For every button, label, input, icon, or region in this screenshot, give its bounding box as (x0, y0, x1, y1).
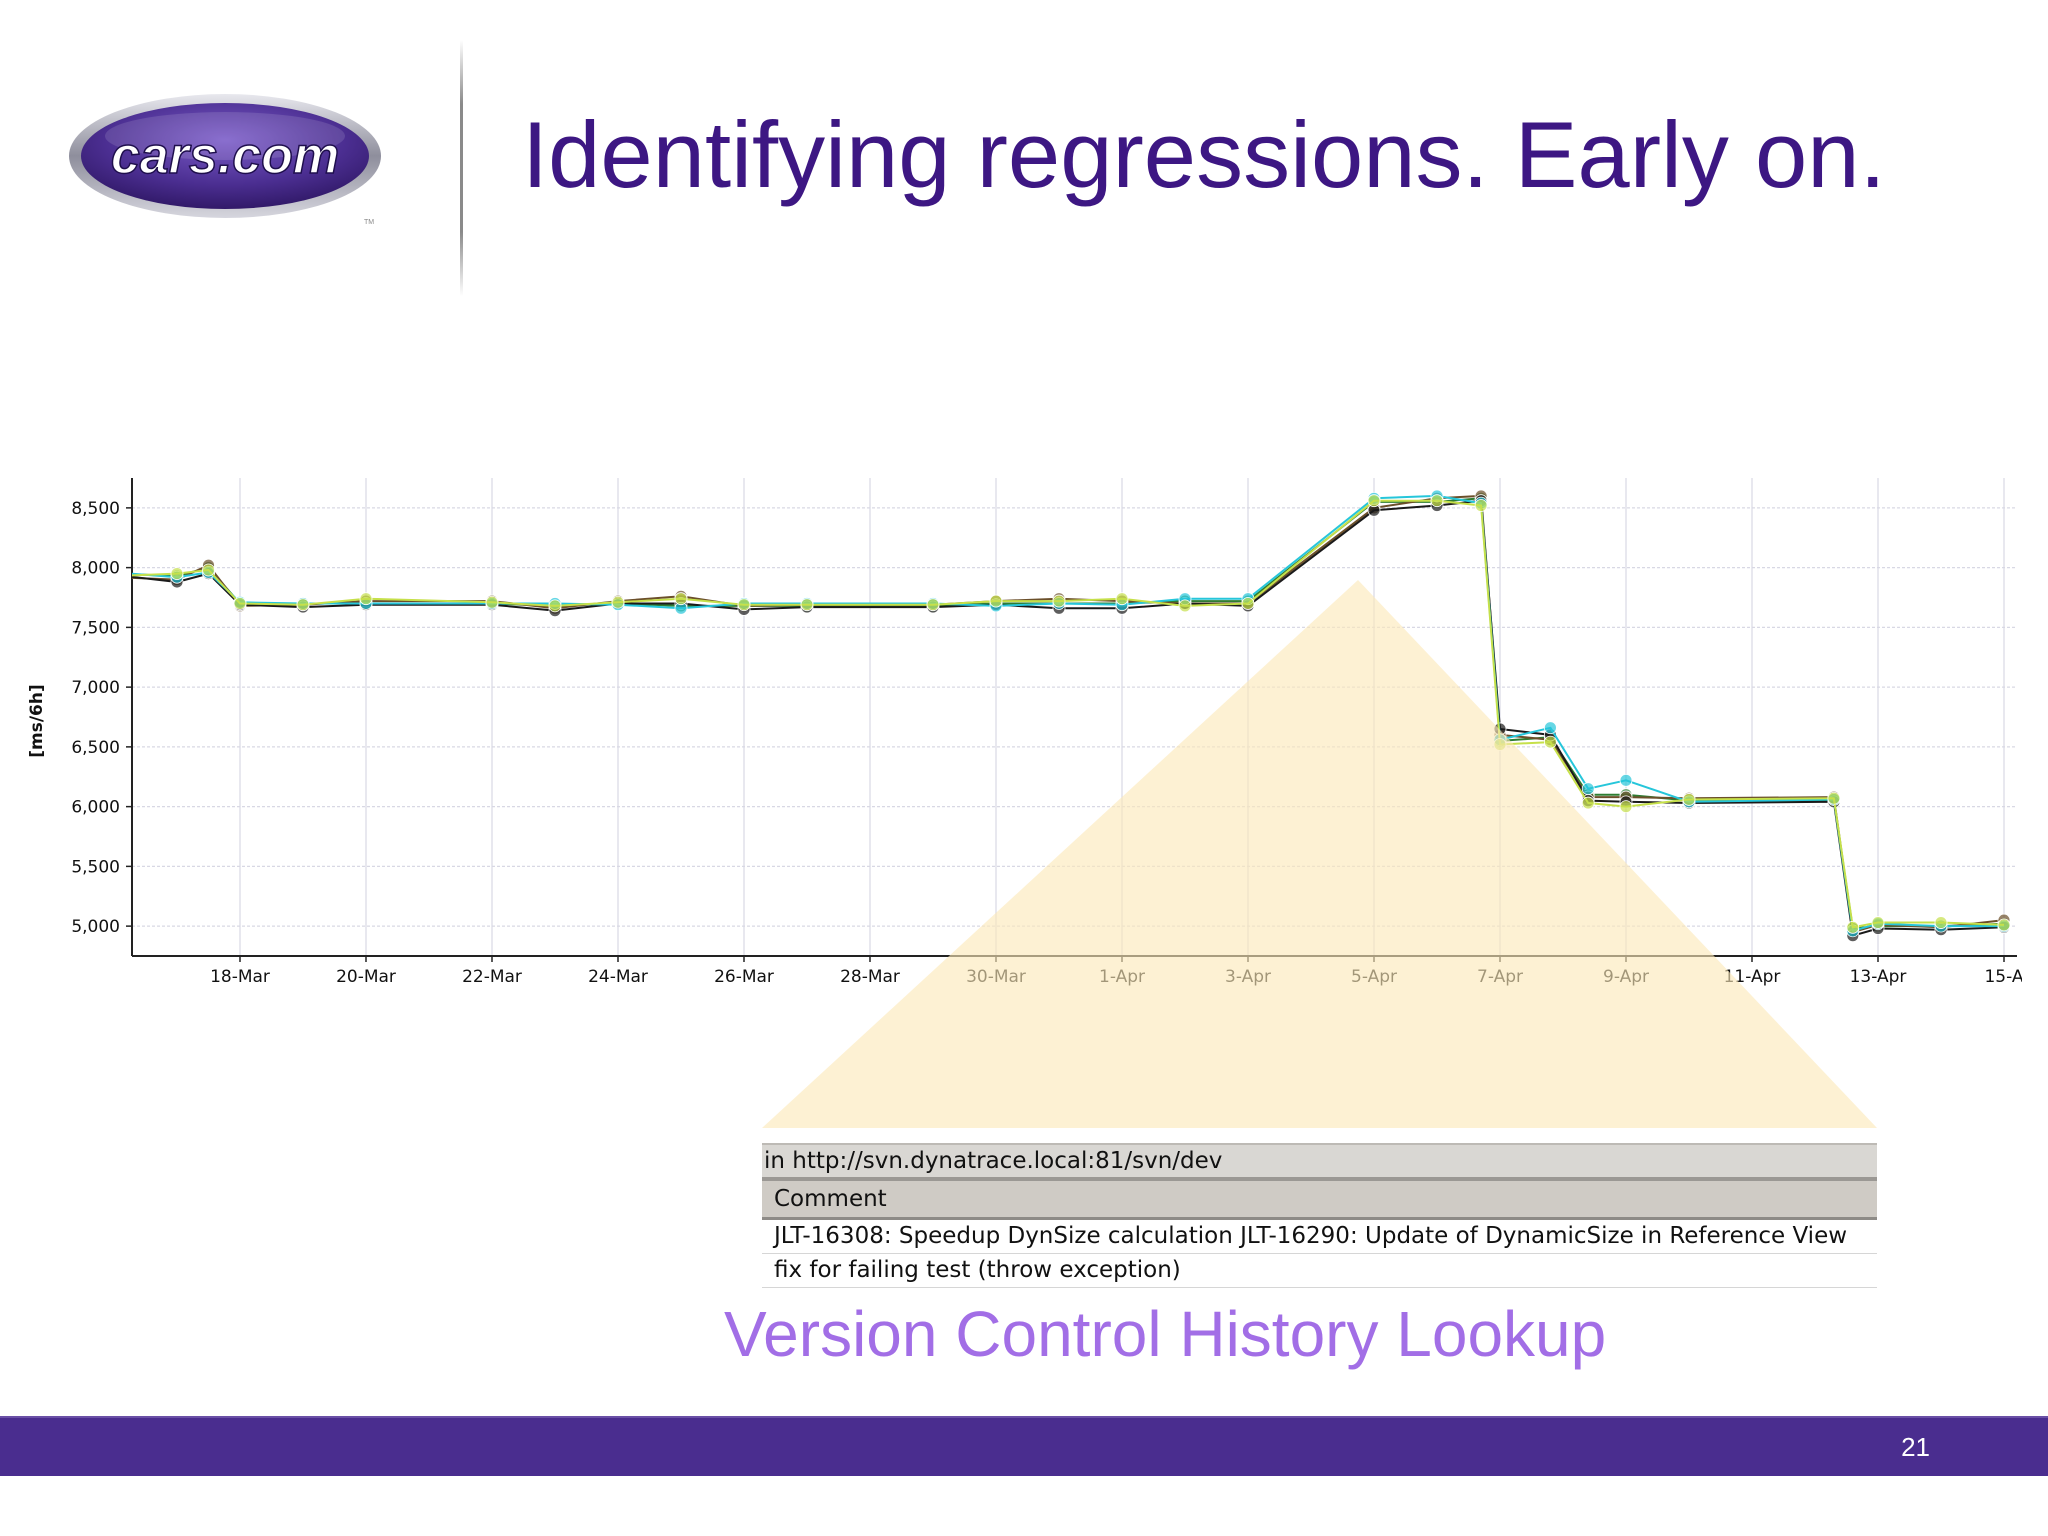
data-point (1619, 800, 1633, 814)
data-point (1997, 918, 2011, 932)
x-tick-label: 1-Apr (1099, 967, 1145, 987)
x-tick-label: 9-Apr (1603, 967, 1649, 987)
chart-svg: 5,000 5,500 6,000 6,500 7,000 7,500 8,000 8,500… (12, 478, 2022, 990)
y-tick-label: 8,500 (71, 499, 120, 519)
data-point (233, 597, 247, 610)
data-point (1581, 782, 1595, 796)
data-point (1430, 494, 1444, 508)
data-point (1178, 599, 1192, 613)
data-point (1544, 721, 1557, 735)
y-tick-label: 6,500 (71, 738, 120, 758)
logo-trademark: TM (364, 219, 374, 226)
data-point (926, 598, 940, 612)
data-point (1493, 738, 1507, 751)
svn-comment-column-header[interactable]: Comment (762, 1177, 1877, 1220)
data-point (800, 598, 814, 612)
x-tick-label: 30-Mar (966, 967, 1026, 987)
data-point (1827, 791, 1841, 805)
x-tick-label: 15-A (1984, 967, 2022, 987)
y-tick-label: 6,000 (71, 798, 120, 818)
svn-commit-row[interactable]: JLT-16308: Speedup DynSize calculation J… (762, 1220, 1877, 1254)
data-point (611, 595, 625, 609)
data-point (1115, 592, 1129, 606)
x-tick-label: 13-Apr (1850, 967, 1907, 987)
data-point (1934, 916, 1948, 929)
data-point (1544, 735, 1557, 749)
page-title: Identifying regressions. Early on. (522, 102, 1886, 207)
chart-background (12, 478, 2022, 990)
y-tick-label: 7,500 (71, 618, 120, 638)
data-point (296, 598, 310, 612)
svn-commit-row[interactable]: fix for failing test (throw exception) (762, 1254, 1877, 1288)
footer-bar: 21 (0, 1416, 2048, 1476)
data-point (1474, 499, 1488, 512)
x-tick-label: 26-Mar (714, 967, 774, 987)
header-divider (460, 40, 463, 296)
data-point (548, 599, 562, 613)
data-point (1367, 494, 1381, 508)
data-point (1846, 920, 1860, 934)
data-point (1871, 916, 1885, 929)
svn-history-panel: in http://svn.dynatrace.local:81/svn/dev… (762, 1143, 1877, 1289)
data-point (989, 594, 1003, 608)
data-point (202, 563, 215, 577)
x-tick-label: 24-Mar (588, 967, 648, 987)
data-point (1052, 594, 1066, 608)
y-axis-label: [ms/6h] (27, 684, 47, 758)
y-tick-label: 5,000 (71, 917, 120, 937)
logo-wordmark: cars.com (111, 127, 339, 185)
regression-chart: 5,000 5,500 6,000 6,500 7,000 7,500 8,000 8,500… (12, 478, 2022, 990)
data-point (1241, 597, 1255, 610)
x-tick-label: 20-Mar (336, 967, 396, 987)
data-point (737, 598, 751, 612)
y-tick-label: 8,000 (71, 559, 120, 579)
cars-com-logo: cars.com TM (68, 92, 382, 228)
data-point (170, 567, 184, 580)
y-tick-label: 5,500 (71, 857, 120, 877)
slide-number: 21 (1901, 1432, 1930, 1462)
data-point (485, 595, 499, 609)
x-tick-label: 5-Apr (1351, 967, 1397, 987)
data-point (674, 592, 688, 606)
data-point (1581, 796, 1595, 810)
slide-subtitle: Version Control History Lookup (724, 1298, 1607, 1370)
data-point (1682, 793, 1696, 806)
data-point (1619, 773, 1633, 787)
y-tick-label: 7,000 (71, 678, 120, 698)
x-tick-label: 7-Apr (1477, 967, 1523, 987)
x-tick-label: 28-Mar (840, 967, 900, 987)
x-tick-label: 3-Apr (1225, 967, 1271, 987)
svn-repository-url: in http://svn.dynatrace.local:81/svn/dev (762, 1143, 1877, 1177)
x-tick-label: 18-Mar (210, 967, 270, 987)
x-tick-label: 22-Mar (462, 967, 522, 987)
data-point (359, 592, 373, 606)
x-tick-label: 11-Apr (1724, 967, 1781, 987)
